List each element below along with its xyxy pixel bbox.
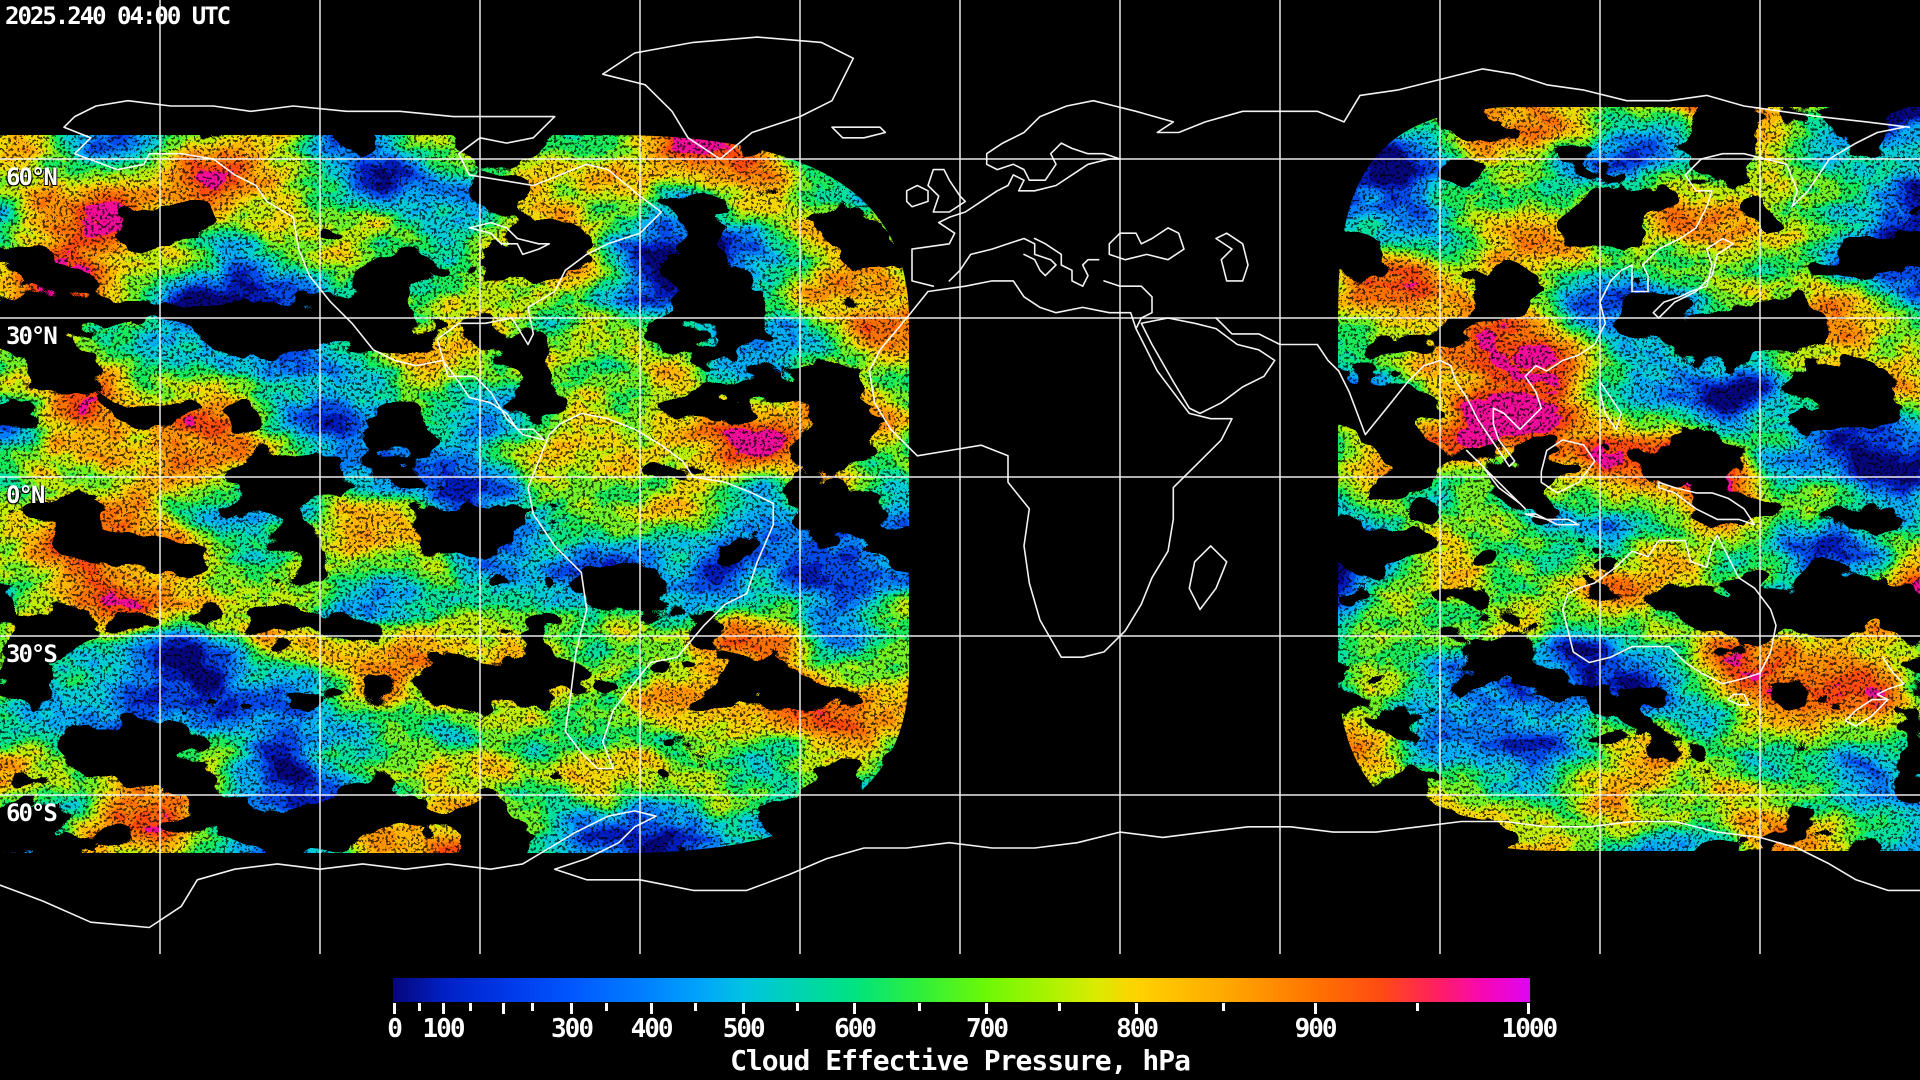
colorbar-tick <box>468 1003 472 1011</box>
latitude-label: 30°S <box>6 640 58 668</box>
colorbar-tick <box>441 1003 445 1014</box>
colorbar-title: Cloud Effective Pressure, hPa <box>730 1044 1191 1077</box>
latitude-label: 60°S <box>6 799 58 827</box>
latitude-label: 30°N <box>6 322 58 350</box>
colorbar-tick <box>1415 1003 1419 1011</box>
colorbar-tick-label: 600 <box>834 1014 877 1044</box>
colorbar-tick <box>741 1003 745 1014</box>
colorbar-tick-label: 1000 <box>1501 1014 1559 1044</box>
colorbar-tick <box>1313 1003 1317 1014</box>
colorbar-tick <box>1527 1003 1531 1014</box>
colorbar-tick <box>531 1003 535 1011</box>
coastlines <box>0 36 1920 929</box>
cloud-swath-east <box>1338 107 1920 851</box>
cloud-swath-west <box>0 135 909 853</box>
colorbar-tick <box>796 1003 800 1011</box>
colorbar-tick <box>985 1003 988 1014</box>
colorbar-tick <box>1057 1003 1061 1011</box>
latitude-label: 60°N <box>6 163 58 191</box>
colorbar-tick-label: 500 <box>722 1014 766 1044</box>
colorbar-tick <box>917 1003 921 1011</box>
colorbar-tick <box>570 1003 573 1014</box>
colorbar-tick <box>693 1003 697 1011</box>
colorbar-tick <box>605 1003 609 1011</box>
coastline-path <box>0 36 1920 929</box>
colorbar-tick <box>1135 1003 1139 1014</box>
colorbar-tick-label: 900 <box>1294 1014 1338 1044</box>
colorbar-tick <box>392 1003 396 1014</box>
colorbar-tick <box>649 1003 653 1014</box>
timestamp-label: 2025.240 04:00 UTC <box>5 2 231 30</box>
latitude-label: 0°N <box>6 481 45 509</box>
colorbar-tick-label: 300 <box>551 1014 594 1044</box>
colorbar-tick <box>501 1003 505 1014</box>
colorbar-tick <box>417 1003 421 1011</box>
colorbar-tick <box>853 1003 857 1014</box>
colorbar-tick-label: 400 <box>630 1014 674 1044</box>
colorbar-tick-label: 700 <box>966 1014 1009 1044</box>
graticule-grid <box>0 0 1920 954</box>
colorbar-tick-label: 0 <box>387 1014 403 1044</box>
colorbar-tick <box>1221 1003 1225 1011</box>
colorbar-gradient <box>393 978 1530 1002</box>
colorbar-tick-label: 800 <box>1116 1014 1159 1044</box>
colorbar-tick-label: 100 <box>422 1014 466 1044</box>
